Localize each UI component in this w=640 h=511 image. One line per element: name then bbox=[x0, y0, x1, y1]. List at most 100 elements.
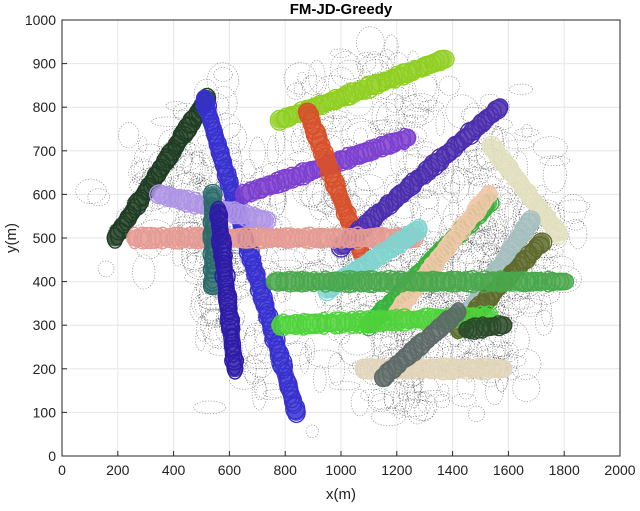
trajectory-point bbox=[415, 358, 431, 379]
trajectory-point bbox=[469, 272, 484, 291]
trajectory-point bbox=[551, 272, 570, 291]
trajectory-point bbox=[486, 100, 508, 120]
trajectory-band bbox=[458, 316, 512, 339]
uncertainty-ellipse bbox=[201, 92, 230, 117]
uncertainty-ellipse bbox=[251, 375, 267, 411]
trajectory-point bbox=[240, 227, 260, 249]
uncertainty-ellipse bbox=[383, 380, 408, 415]
trajectory-point bbox=[284, 271, 304, 292]
trajectory-point bbox=[393, 352, 409, 371]
uncertainty-ellipse bbox=[496, 342, 519, 363]
uncertainty-ellipse bbox=[186, 236, 199, 264]
uncertainty-ellipse bbox=[356, 26, 385, 59]
uncertainty-ellipse bbox=[463, 168, 494, 179]
uncertainty-ellipse bbox=[500, 321, 530, 359]
uncertainty-ellipse bbox=[379, 49, 396, 69]
trajectory-point bbox=[322, 158, 336, 179]
uncertainty-ellipse bbox=[430, 282, 449, 315]
trajectory-point bbox=[487, 359, 502, 379]
uncertainty-ellipse bbox=[230, 134, 240, 154]
trajectory-point bbox=[260, 227, 280, 249]
uncertainty-ellipse bbox=[445, 94, 480, 129]
trajectory-point bbox=[351, 310, 369, 334]
uncertainty-ellipse bbox=[193, 400, 227, 415]
uncertainty-ellipse bbox=[441, 169, 466, 195]
uncertainty-ellipse bbox=[541, 293, 552, 327]
trajectory-point bbox=[246, 264, 266, 285]
uncertainty-ellipse bbox=[467, 405, 485, 423]
trajectory-point bbox=[356, 358, 378, 380]
x-tick-label: 0 bbox=[58, 462, 66, 478]
trajectory-point bbox=[497, 248, 516, 266]
uncertainty-ellipse bbox=[451, 393, 477, 407]
trajectory-point bbox=[214, 254, 233, 274]
trajectory-point bbox=[520, 210, 541, 231]
uncertainty-ellipse bbox=[308, 59, 326, 93]
uncertainty-ellipse bbox=[244, 323, 265, 357]
uncertainty-ellipse bbox=[304, 246, 326, 264]
uncertainty-ellipse bbox=[170, 221, 200, 232]
trajectory-point bbox=[405, 310, 420, 329]
uncertainty-ellipse bbox=[470, 229, 500, 263]
uncertainty-ellipse bbox=[403, 114, 427, 128]
trajectory-point bbox=[423, 324, 445, 343]
uncertainty-ellipse bbox=[181, 241, 197, 272]
uncertainty-ellipse bbox=[180, 171, 199, 208]
uncertainty-ellipse bbox=[338, 288, 368, 314]
uncertainty-ellipse bbox=[360, 388, 386, 402]
x-tick-label: 1400 bbox=[437, 462, 468, 478]
uncertainty-ellipse bbox=[304, 337, 315, 363]
uncertainty-ellipse bbox=[210, 86, 238, 120]
trajectory-point bbox=[475, 189, 493, 212]
trajectory-point bbox=[440, 357, 462, 380]
trajectory-point bbox=[399, 177, 415, 200]
trajectory-point bbox=[546, 218, 566, 242]
trajectory-point bbox=[432, 357, 454, 381]
uncertainty-ellipse bbox=[439, 383, 450, 397]
x-tick-label: 600 bbox=[218, 462, 242, 478]
y-axis-label: y(m) bbox=[3, 223, 20, 253]
trajectory-point bbox=[217, 262, 232, 283]
uncertainty-ellipse bbox=[396, 332, 409, 349]
trajectory-point bbox=[388, 65, 403, 89]
trajectory-point bbox=[335, 203, 357, 224]
uncertainty-ellipse bbox=[449, 344, 472, 367]
trajectory-point bbox=[377, 363, 395, 387]
uncertainty-ellipse bbox=[545, 265, 582, 294]
uncertainty-ellipse bbox=[244, 355, 257, 385]
uncertainty-ellipse bbox=[294, 80, 303, 98]
uncertainty-ellipse bbox=[482, 242, 497, 257]
uncertainty-ellipse bbox=[449, 195, 459, 222]
trajectory-point bbox=[316, 150, 336, 171]
trajectory-point bbox=[461, 210, 477, 230]
trajectory-point bbox=[389, 308, 404, 332]
trajectory-point bbox=[486, 140, 502, 159]
uncertainty-ellipse bbox=[492, 287, 506, 317]
uncertainty-ellipse bbox=[447, 236, 473, 256]
trajectory-point bbox=[352, 270, 371, 293]
trajectory-point bbox=[195, 91, 216, 113]
uncertainty-ellipse bbox=[301, 74, 327, 96]
trajectory-point bbox=[360, 270, 378, 294]
uncertainty-ellipse bbox=[481, 186, 512, 211]
uncertainty-ellipse bbox=[269, 259, 302, 270]
uncertainty-ellipse bbox=[376, 85, 407, 101]
uncertainty-ellipse bbox=[336, 59, 364, 80]
uncertainty-ellipse bbox=[403, 93, 438, 112]
trajectory-point bbox=[482, 317, 499, 337]
trajectory-point bbox=[543, 213, 560, 235]
uncertainty-ellipse bbox=[305, 424, 319, 438]
uncertainty-ellipse bbox=[329, 381, 361, 391]
trajectory-point bbox=[258, 306, 279, 328]
trajectory-point bbox=[423, 270, 443, 293]
uncertainty-ellipse bbox=[375, 123, 392, 135]
uncertainty-ellipse bbox=[308, 191, 333, 221]
uncertainty-ellipse bbox=[394, 94, 404, 111]
trajectory-point bbox=[470, 357, 488, 380]
trajectory-point bbox=[283, 385, 301, 409]
trajectory-point bbox=[478, 357, 496, 381]
trajectory-point bbox=[395, 293, 414, 312]
trajectory-point bbox=[319, 160, 341, 184]
uncertainty-ellipse bbox=[473, 198, 495, 231]
